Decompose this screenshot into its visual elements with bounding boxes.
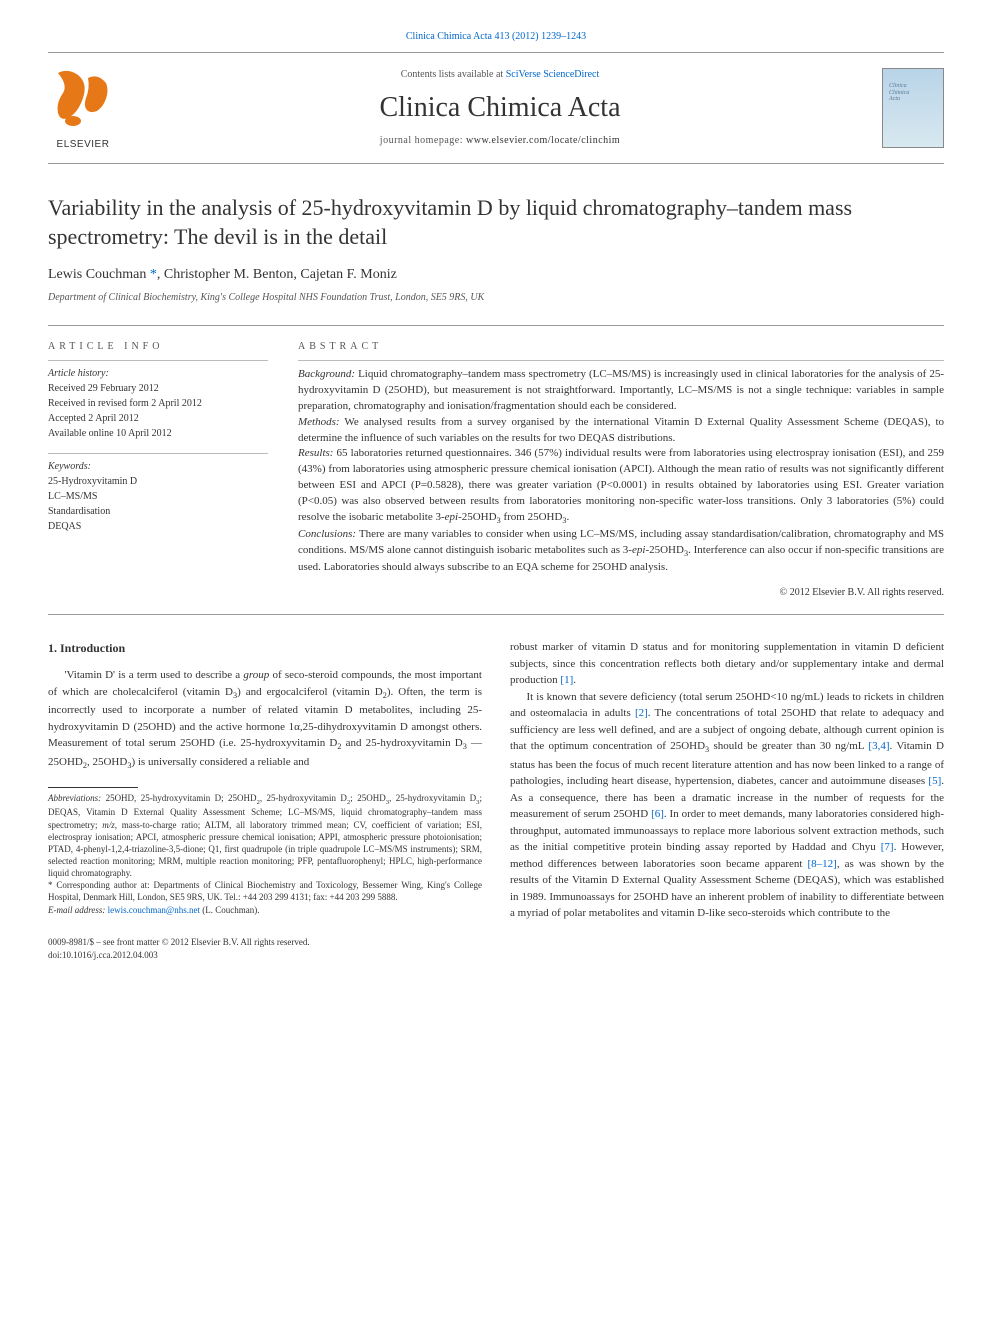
contents-line: Contents lists available at SciVerse Sci… — [118, 68, 882, 82]
keyword: LC–MS/MS — [48, 489, 268, 504]
scidirect-link[interactable]: SciVerse ScienceDirect — [506, 69, 600, 80]
citation-link[interactable]: Clinica Chimica Acta 413 (2012) 1239–124… — [406, 31, 586, 42]
body-paragraph: robust marker of vitamin D status and fo… — [510, 639, 944, 689]
footnote-rule — [48, 787, 138, 788]
homepage-link[interactable]: www.elsevier.com/locate/clinchim — [466, 135, 620, 146]
keyword: DEQAS — [48, 519, 268, 534]
history-item: Received 29 February 2012 — [48, 381, 268, 396]
abstract-copyright: © 2012 Elsevier B.V. All rights reserved… — [298, 586, 944, 600]
issn-line: 0009-8981/$ – see front matter © 2012 El… — [48, 936, 944, 949]
abstract-heading: ABSTRACT — [298, 340, 944, 354]
abstract-panel: ABSTRACT Background: Liquid chromatograp… — [298, 340, 944, 601]
keyword: Standardisation — [48, 504, 268, 519]
info-rule — [48, 453, 268, 454]
section-heading: 1. Introduction — [48, 639, 482, 657]
article-info-heading: ARTICLE INFO — [48, 340, 268, 354]
masthead: ELSEVIER Contents lists available at Sci… — [48, 52, 944, 164]
history-item: Available online 10 April 2012 — [48, 426, 268, 441]
body-paragraph: 'Vitamin D' is a term used to describe a… — [48, 667, 482, 772]
authors: Lewis Couchman *, Christopher M. Benton,… — [48, 265, 944, 285]
abbreviations: Abbreviations: 25OHD, 25-hydroxyvitamin … — [48, 792, 482, 880]
affiliation: Department of Clinical Biochemistry, Kin… — [48, 291, 944, 305]
svg-text:ELSEVIER: ELSEVIER — [57, 139, 110, 150]
info-rule — [48, 360, 268, 361]
doi-line: doi:10.1016/j.cca.2012.04.003 — [48, 949, 944, 962]
article-title: Variability in the analysis of 25-hydrox… — [48, 194, 944, 251]
abstract-rule — [298, 360, 944, 361]
article-info-panel: ARTICLE INFO Article history: Received 2… — [48, 340, 268, 601]
journal-homepage: journal homepage: www.elsevier.com/locat… — [118, 134, 882, 148]
body-paragraph: It is known that severe deficiency (tota… — [510, 689, 944, 922]
journal-cover-thumbnail: ClinicaChimicaActa — [882, 68, 944, 148]
email: E-mail address: lewis.couchman@nhs.net (… — [48, 904, 482, 916]
history-label: Article history: — [48, 367, 268, 381]
body-columns: 1. Introduction 'Vitamin D' is a term us… — [48, 639, 944, 922]
keywords-label: Keywords: — [48, 460, 268, 474]
publisher-logo: ELSEVIER — [48, 63, 118, 153]
keyword: 25-Hydroxyvitamin D — [48, 474, 268, 489]
history-item: Accepted 2 April 2012 — [48, 411, 268, 426]
abstract-text: Background: Liquid chromatography–tandem… — [298, 367, 944, 577]
journal-name: Clinica Chimica Acta — [118, 88, 882, 127]
rule — [48, 325, 944, 326]
citation-header: Clinica Chimica Acta 413 (2012) 1239–124… — [48, 30, 944, 44]
history-item: Received in revised form 2 April 2012 — [48, 396, 268, 411]
corresponding-author: * Corresponding author at: Departments o… — [48, 879, 482, 903]
footer-meta: 0009-8981/$ – see front matter © 2012 El… — [48, 936, 944, 961]
rule — [48, 614, 944, 615]
footnotes: Abbreviations: 25OHD, 25-hydroxyvitamin … — [48, 792, 482, 916]
email-link[interactable]: lewis.couchman@nhs.net — [108, 905, 200, 915]
